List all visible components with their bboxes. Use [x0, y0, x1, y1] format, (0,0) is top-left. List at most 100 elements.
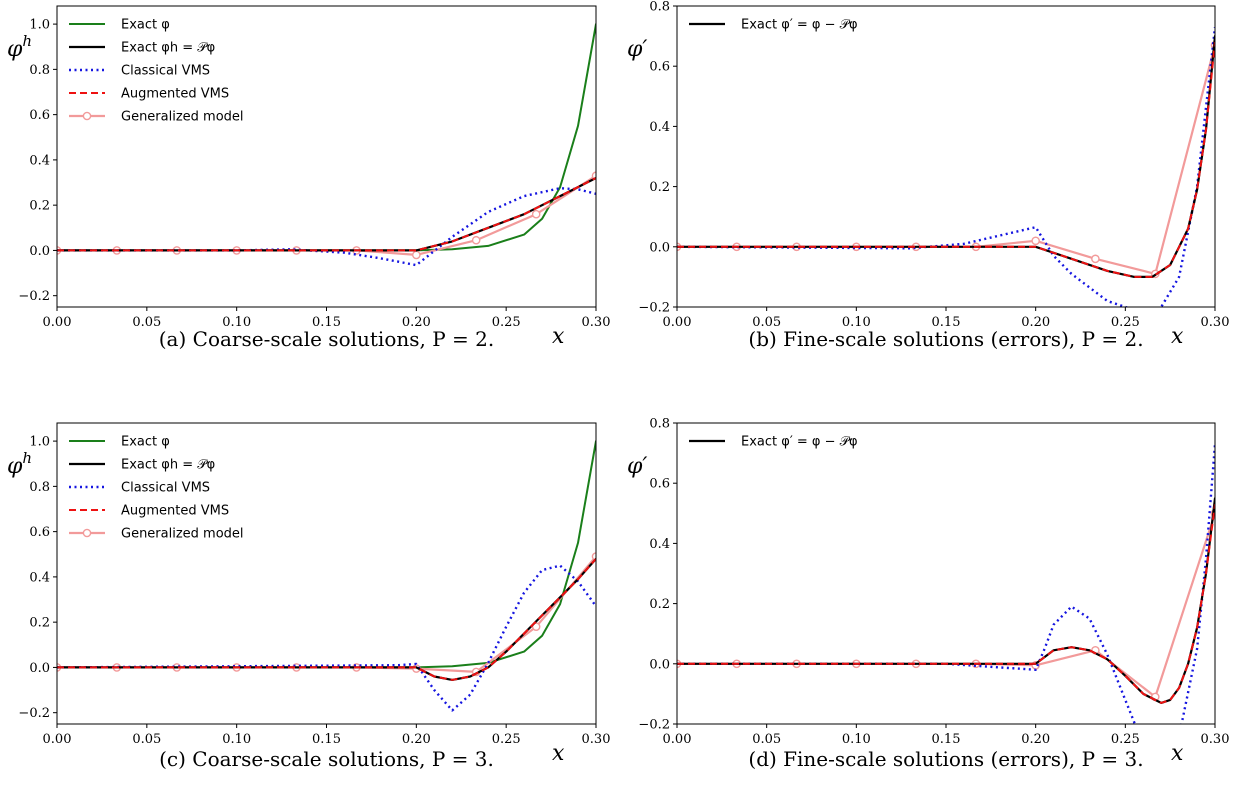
panel-c: 0.00 0.05 0.10 0.15 0.20 0.25 0.30 −0.2 0.0 0.2 0.…: [7, 422, 611, 771]
x-axis-label: x: [1171, 324, 1184, 349]
x-tick-label: 0.25: [492, 732, 521, 747]
y-axis-label: φh: [7, 449, 32, 479]
legend-label: Augmented VMS: [121, 87, 229, 102]
series-line: [57, 440, 596, 669]
x-tick-label: 0.00: [43, 315, 72, 330]
panel-d: 0.00 0.05 0.10 0.15 0.20 0.25 0.30 −0.2 0.0 0.2 0.…: [627, 417, 1229, 772]
series-line: [677, 497, 1215, 705]
y-tick-label: 0.0: [29, 661, 50, 676]
plot-area: [57, 23, 596, 267]
y-tick-label: 0.6: [29, 108, 50, 123]
plot-area: [677, 26, 1215, 307]
y-axis-label: φ′: [627, 454, 647, 479]
data-point: [1031, 236, 1040, 246]
x-tick-label: 0.00: [663, 315, 692, 330]
y-tick-label: 0.8: [649, 417, 670, 432]
y-axis-label: φh: [7, 32, 32, 62]
x-tick-label: 0.20: [1021, 315, 1050, 330]
legend-label: Exact φ: [121, 18, 170, 33]
legend-label: Generalized model: [121, 527, 244, 542]
x-tick-label: 0.30: [1201, 732, 1230, 747]
x-tick-label: 0.10: [842, 315, 871, 330]
series-line: [57, 557, 596, 682]
series-line: [677, 444, 1215, 724]
y-tick-label: 0.4: [649, 120, 670, 135]
legend-label: Exact φ′ = φ − 𝒫φ: [741, 18, 858, 33]
x-tick-label: 0.10: [222, 732, 251, 747]
x-tick-label: 0.20: [1021, 732, 1050, 747]
panel-caption: (a) Coarse-scale solutions, P = 2.: [159, 327, 494, 351]
panel-caption: (d) Fine-scale solutions (errors), P = 3…: [748, 747, 1143, 771]
series-line: [57, 176, 596, 252]
y-tick-label: 0.0: [29, 244, 50, 259]
panel-caption: (b) Fine-scale solutions (errors), P = 2…: [748, 327, 1143, 351]
plot-area: [57, 440, 596, 712]
x-tick-label: 0.00: [663, 732, 692, 747]
y-tick-label: 0.2: [649, 180, 670, 195]
x-axis-label: x: [552, 324, 565, 349]
plot-area: [677, 444, 1215, 724]
series-line: [57, 558, 596, 681]
series-line: [677, 34, 1215, 278]
x-tick-label: 0.10: [842, 732, 871, 747]
y-tick-label: 0.6: [29, 525, 50, 540]
legend-label: Exact φh = 𝒫φ: [121, 458, 215, 473]
y-tick-label: −0.2: [18, 289, 50, 304]
series-line: [57, 564, 596, 712]
x-tick-label: 0.05: [752, 315, 781, 330]
y-tick-label: 1.0: [29, 435, 50, 450]
x-axis-label: x: [552, 741, 565, 766]
y-tick-label: −0.2: [638, 301, 670, 316]
legend-label: Exact φ: [121, 435, 170, 450]
series-line: [677, 504, 1215, 704]
legend-marker: [82, 111, 92, 121]
y-tick-label: 0.6: [649, 477, 670, 492]
panel-caption: (c) Coarse-scale solutions, P = 3.: [159, 747, 494, 771]
legend-label: Exact φ′ = φ − 𝒫φ: [741, 435, 858, 450]
data-point: [471, 235, 481, 245]
series-line: [57, 23, 596, 252]
y-tick-label: 0.8: [29, 480, 50, 495]
series-line: [57, 177, 596, 252]
x-tick-label: 0.15: [312, 732, 341, 747]
y-tick-label: 0.4: [649, 537, 670, 552]
series-line: [677, 512, 1215, 699]
series-line: [57, 186, 596, 267]
x-tick-label: 0.30: [582, 315, 611, 330]
y-tick-label: 1.0: [29, 18, 50, 33]
x-tick-label: 0.30: [582, 732, 611, 747]
x-tick-label: 0.15: [932, 315, 961, 330]
y-tick-label: 0.6: [649, 60, 670, 75]
series-line: [677, 26, 1215, 307]
legend-label: Exact φh = 𝒫φ: [121, 41, 215, 56]
panel-b: 0.00 0.05 0.10 0.15 0.20 0.25 0.30 −0.2 0.0 0.2 0.…: [627, 0, 1229, 351]
axes-frame: [676, 422, 1216, 725]
series-line: [677, 41, 1215, 278]
legend-label: Classical VMS: [121, 481, 210, 496]
x-axis-label: x: [1171, 741, 1184, 766]
x-tick-label: 0.25: [1111, 315, 1140, 330]
legend-label: Generalized model: [121, 110, 244, 125]
legend-label: Augmented VMS: [121, 504, 229, 519]
y-tick-label: 0.4: [29, 570, 50, 585]
data-point: [531, 209, 541, 219]
x-tick-label: 0.15: [312, 315, 341, 330]
y-axis-label: φ′: [627, 37, 647, 62]
x-tick-label: 0.05: [132, 732, 161, 747]
y-tick-label: −0.2: [638, 718, 670, 733]
x-tick-label: 0.15: [932, 732, 961, 747]
x-tick-label: 0.20: [402, 315, 431, 330]
y-tick-label: 0.2: [649, 597, 670, 612]
y-tick-label: 0.8: [649, 0, 670, 15]
x-tick-label: 0.00: [43, 732, 72, 747]
data-point: [531, 622, 541, 631]
y-tick-label: 0.4: [29, 153, 50, 168]
series-line: [57, 174, 596, 256]
x-tick-label: 0.10: [222, 315, 251, 330]
y-tick-label: 0.8: [29, 63, 50, 78]
legend-marker: [82, 528, 92, 538]
x-tick-label: 0.30: [1201, 315, 1230, 330]
y-tick-label: 0.2: [29, 199, 50, 214]
panel-a: 0.00 0.05 0.10 0.15 0.20 0.25 0.30 −0.2 0.0 0.2 0.…: [7, 5, 611, 351]
